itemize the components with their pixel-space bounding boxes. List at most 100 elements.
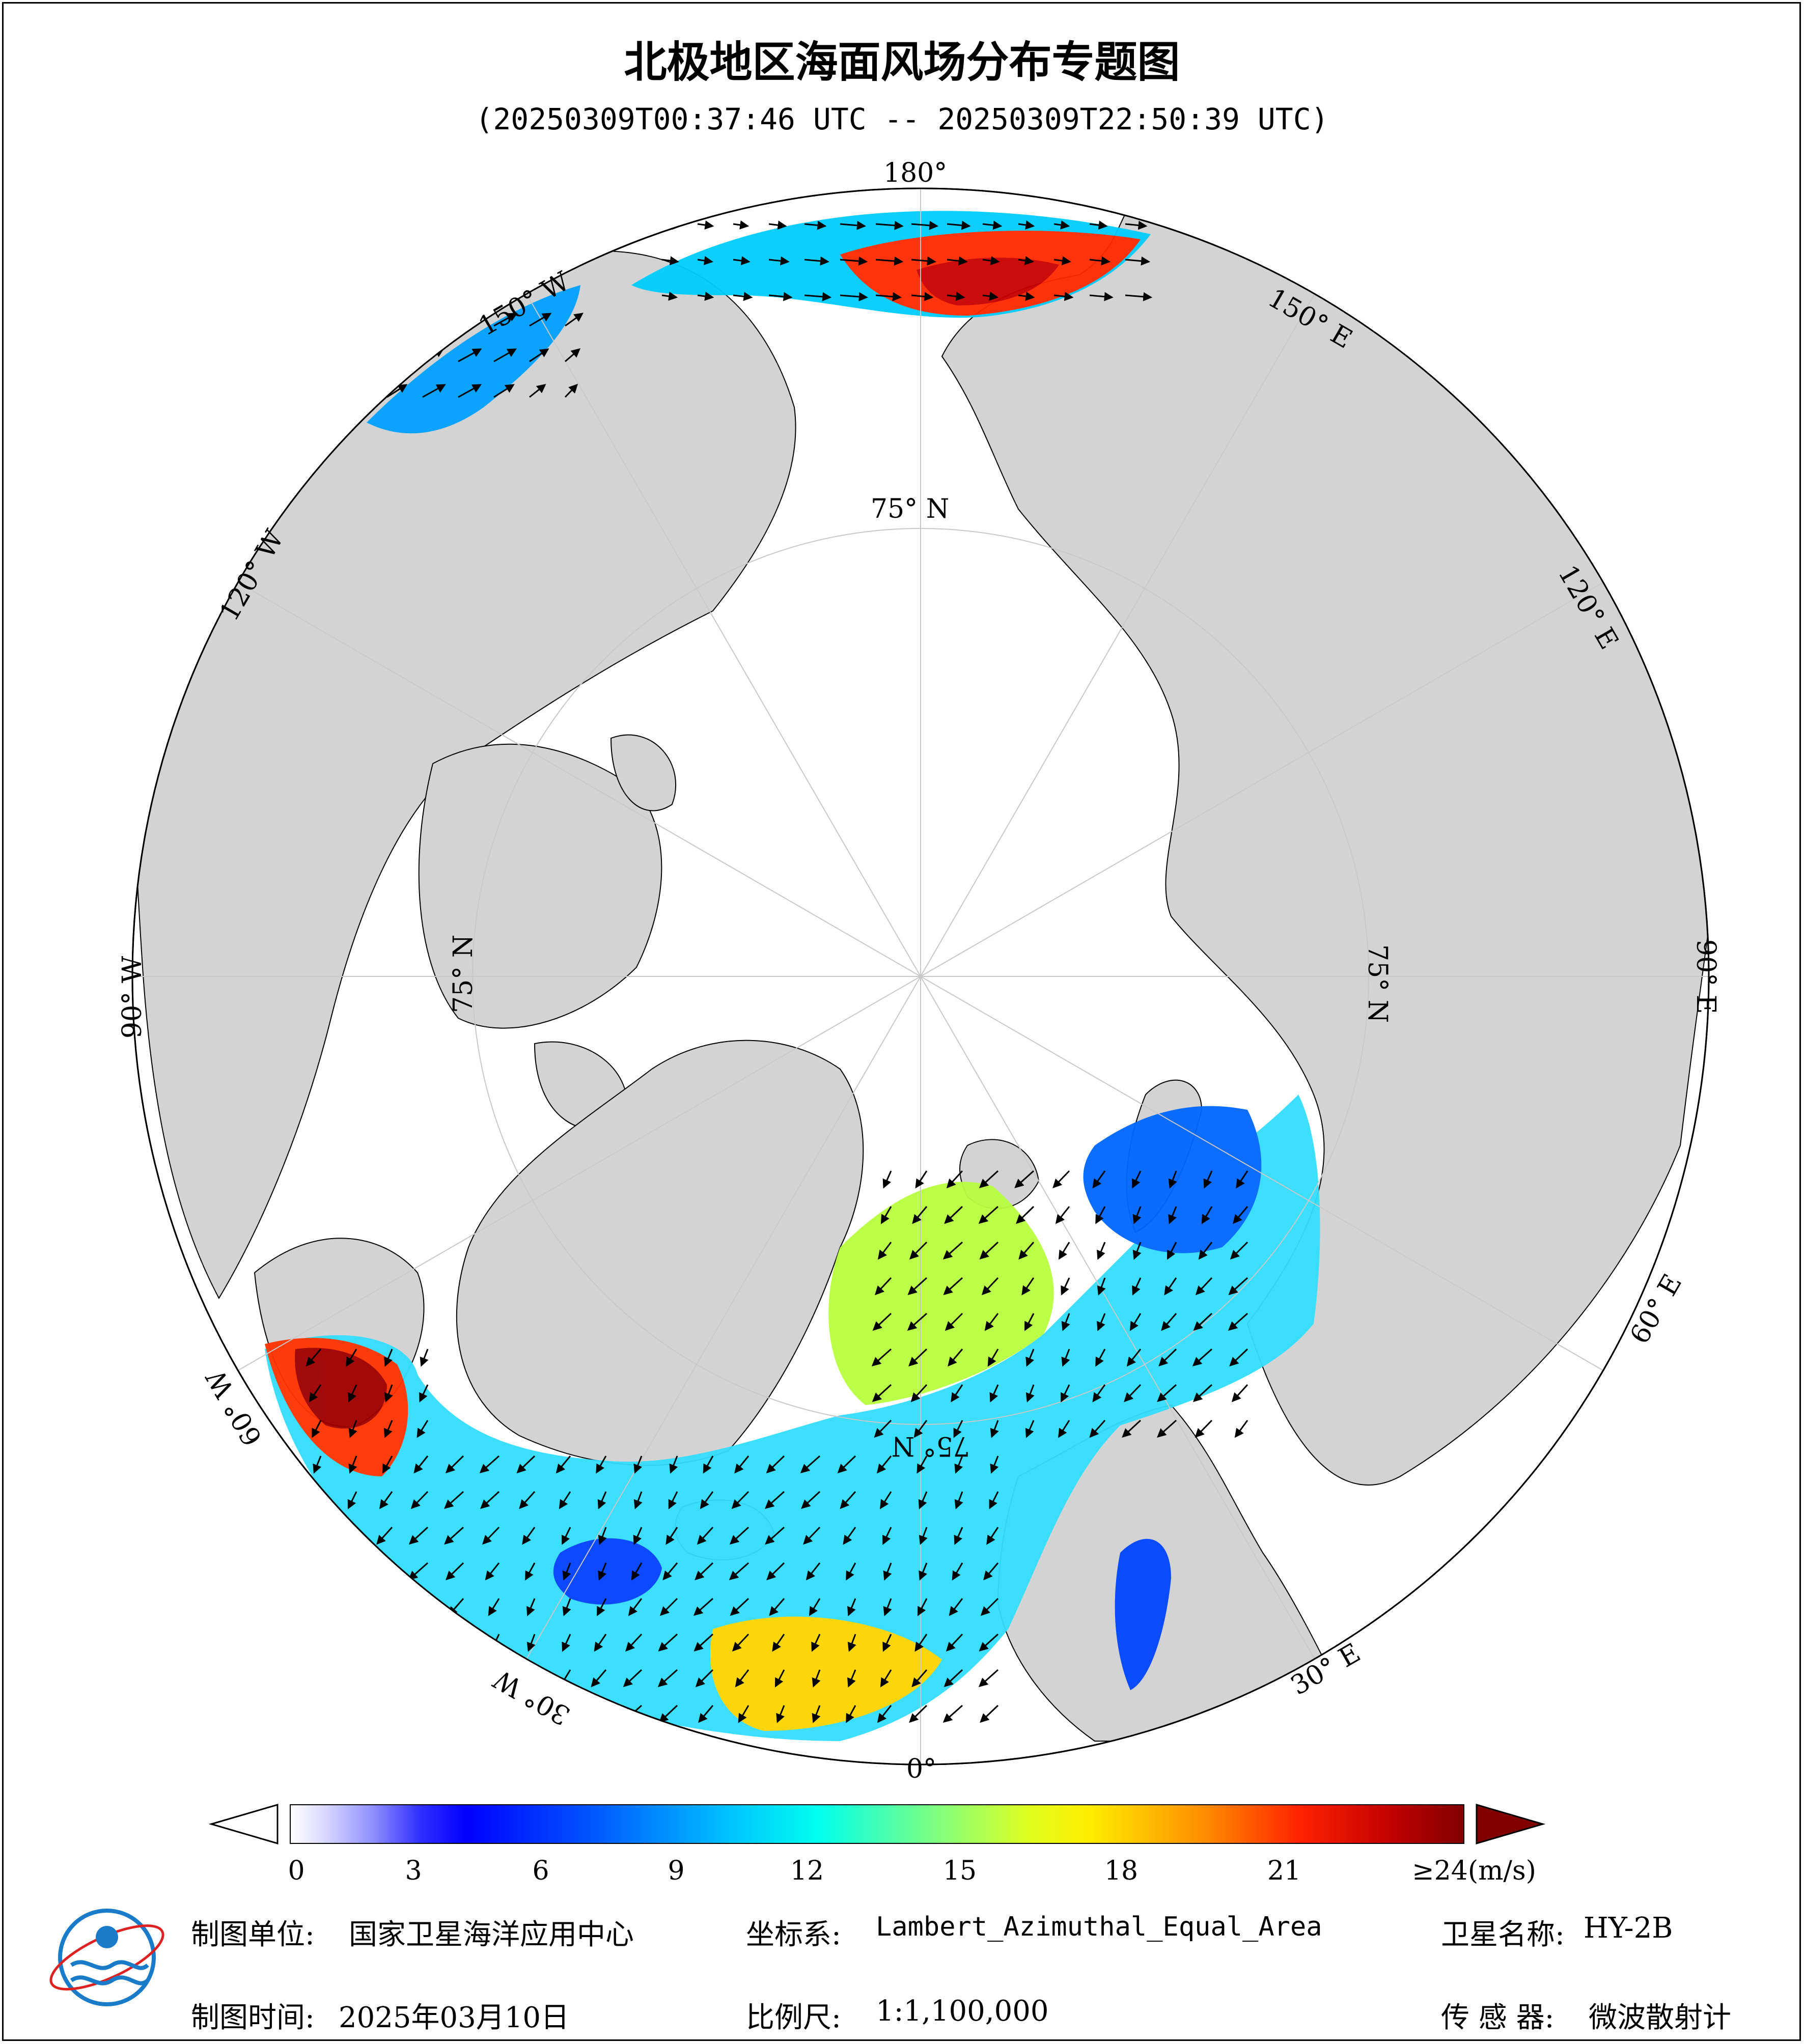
colorbar-tick: 3 [405,1856,422,1886]
wind-arrow [954,1491,963,1509]
wind-arrow [697,220,714,230]
wind-arrow [417,1705,429,1723]
wind-arrow [302,1669,322,1688]
wind-arrow [313,1455,322,1474]
wind-arrow [847,1598,856,1616]
wind-arrow [1018,292,1035,301]
wind-arrow [907,1277,928,1296]
wind-arrow [919,1562,928,1581]
wind-arrow [1193,1312,1213,1331]
wind-arrow [768,220,787,230]
wind-arrow [979,1241,999,1260]
wind-arrow [772,1634,785,1652]
wind-arrow [908,1348,928,1367]
unit-label: 制图单位: [191,1918,315,1951]
lat-label-top: 75° N [871,494,950,524]
sensor-value: 微波散射计 [1589,2001,1731,2034]
wind-arrow [348,1420,357,1438]
wind-arrow [455,1705,464,1723]
unit-value: 国家卫星海洋应用中心 [349,1918,634,1951]
scale-value: 1:1,100,000 [876,1995,1049,2028]
wind-arrow [379,1491,393,1509]
wind-arrow [348,1455,357,1474]
wind-arrow [1161,1313,1177,1331]
wind-arrow [911,220,939,230]
wind-arrow [445,1455,464,1474]
wind-arrow [1236,1170,1248,1189]
wind-arrow [1053,256,1071,265]
swath-gulf-alaska [367,285,580,434]
wind-arrow [697,1526,714,1545]
wind-arrow [978,1669,998,1687]
wind-arrow [801,1491,821,1509]
lon-label-90e: 90° E [1690,939,1721,1014]
wind-arrow [408,1526,429,1545]
wind-arrow [597,1598,607,1616]
wind-arrow [729,1562,749,1580]
wind-arrow [883,1562,892,1581]
colorbar-tick: 21 [1267,1856,1301,1886]
wind-arrow [883,1598,892,1616]
meridian-line [920,582,1604,977]
wind-arrow [669,1455,678,1474]
wind-arrow [880,1206,892,1224]
wind-arrow [872,1312,892,1331]
wind-arrow [1024,1313,1035,1331]
wind-arrow [623,1669,643,1688]
graticule-lines [132,188,1709,1765]
wind-arrow [1198,1242,1213,1260]
wind-arrow [990,1420,999,1438]
wind-arrow [840,1491,856,1509]
wind-arrow [875,220,904,230]
wind-arrow [910,1384,928,1403]
lat-label-bottom: 75° N [891,1431,970,1461]
wind-arrow [877,1242,892,1260]
wind-arrow [990,1455,999,1474]
wind-arrow [1126,1349,1142,1367]
wind-arrow [1132,1277,1142,1296]
wind-arrow [345,1527,357,1545]
wind-arrow [383,1420,393,1438]
wind-arrow [1192,1384,1213,1403]
wind-arrow [768,256,790,266]
wind-arrow [661,291,678,301]
wind-arrow [774,1669,785,1688]
wind-arrow [308,1598,322,1616]
wind-arrow [1014,1170,1035,1189]
wind-arrow [1089,220,1108,230]
wind-arrow [986,1527,999,1545]
wind-arrow [877,1705,892,1723]
wind-arrow [909,1241,928,1260]
wind-arrow [1016,1206,1035,1224]
wind-arrow [493,384,515,398]
wind-arrow [730,1598,750,1616]
swath-bering-core [917,258,1059,305]
wind-arrow [776,1705,785,1723]
wind-arrow [525,1562,536,1581]
wind-arrow [346,1349,357,1367]
wind-arrow [697,256,713,265]
wind-arrow [628,1598,643,1616]
wind-arrow [408,1562,428,1580]
wind-arrow [1229,1348,1248,1367]
map-title: 北极地区海面风场分布专题图 [624,37,1180,87]
wind-arrow [703,1455,714,1474]
wind-arrow [872,1384,892,1403]
wind-arrow [562,1598,571,1616]
wind-arrow [919,1527,928,1545]
wind-arrow [1164,1277,1177,1296]
wind-arrow [847,1669,856,1688]
wind-arrow [458,384,482,398]
meridian-line [526,976,921,1660]
wind-arrow [347,1491,357,1509]
wind-arrow [1203,1170,1213,1189]
wind-arrow [374,1562,393,1581]
time-label: 制图时间: [191,2001,315,2034]
wind-arrow [633,1455,643,1474]
wind-arrow [591,1669,607,1688]
colorbar-tick: 15 [942,1856,977,1886]
wind-arrow [944,1206,963,1224]
wind-arrow [422,384,446,398]
wind-arrow [668,1491,678,1509]
crs-value: Lambert_Azimuthal_Equal_Area [876,1912,1322,1942]
